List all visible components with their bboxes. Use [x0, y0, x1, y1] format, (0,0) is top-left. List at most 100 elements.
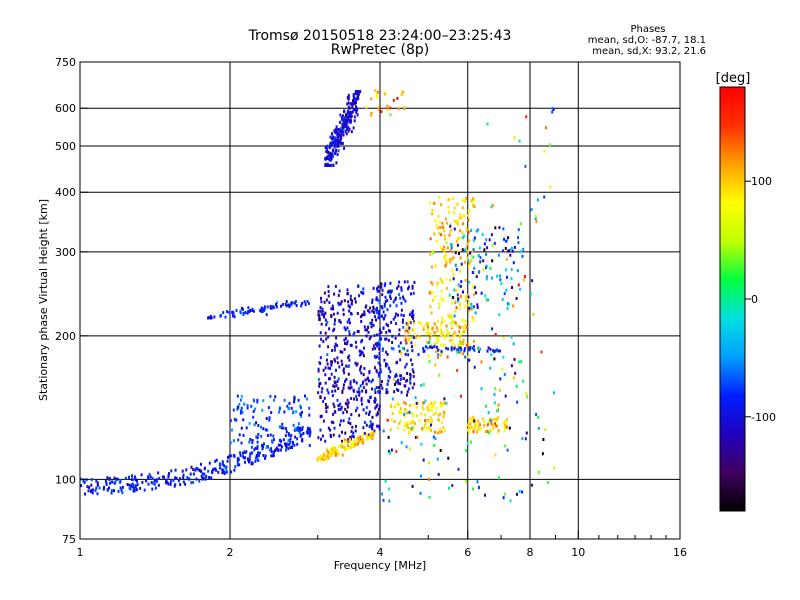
scatter-point [511, 249, 514, 253]
scatter-point [321, 454, 324, 458]
scatter-point [434, 264, 437, 268]
scatter-point [356, 442, 359, 446]
scatter-point [460, 262, 463, 266]
scatter-point [329, 135, 332, 139]
scatter-point [443, 249, 446, 253]
scatter-point [467, 295, 470, 299]
scatter-point [438, 196, 441, 200]
scatter-point [422, 401, 425, 405]
scatter-point [279, 438, 282, 442]
scatter-point [426, 325, 429, 329]
scatter-point [336, 379, 339, 383]
scatter-point [374, 398, 377, 402]
scatter-point [256, 436, 259, 440]
scatter-point [482, 259, 485, 263]
y-tick-label: 750 [55, 56, 76, 69]
scatter-point [106, 476, 109, 480]
scatter-point [433, 201, 436, 205]
scatter-point [327, 290, 330, 293]
scatter-point [413, 280, 416, 284]
scatter-point [381, 349, 384, 352]
scatter-point [429, 237, 432, 241]
scatter-point [439, 412, 442, 416]
scatter-point [324, 157, 327, 161]
scatter-point [384, 479, 387, 483]
scatter-point [261, 444, 263, 448]
scatter-point [385, 391, 388, 395]
scatter-point [471, 346, 474, 350]
scatter-point [335, 161, 338, 165]
scatter-point [454, 321, 457, 325]
scatter-point [549, 143, 552, 147]
scatter-point [383, 284, 386, 288]
scatter-point [299, 434, 302, 438]
scatter-point [334, 131, 337, 135]
scatter-point [207, 469, 210, 473]
scatter-point [386, 299, 389, 302]
scatter-point [403, 412, 406, 416]
scatter-point [351, 441, 354, 445]
scatter-point [339, 402, 342, 406]
scatter-point [376, 287, 378, 291]
scatter-point [259, 309, 262, 312]
scatter-point [485, 404, 487, 408]
scatter-point [512, 342, 515, 346]
colorbar-tick-label: 0 [751, 293, 758, 306]
scatter-point [402, 295, 404, 299]
scatter-point [464, 347, 466, 351]
scatter-point [436, 431, 439, 435]
scatter-point [411, 349, 414, 353]
scatter-point [405, 445, 408, 449]
scatter-point [415, 405, 418, 409]
scatter-point [255, 456, 258, 460]
scatter-point [407, 353, 410, 357]
scatter-point [416, 414, 419, 418]
scatter-point [396, 360, 399, 364]
scatter-point [382, 429, 385, 433]
scatter-point [295, 304, 298, 307]
scatter-point [486, 122, 489, 126]
scatter-point [490, 353, 493, 357]
scatter-point [464, 278, 467, 282]
scatter-point [503, 428, 506, 432]
scatter-point [292, 423, 295, 427]
scatter-point [459, 346, 462, 350]
scatter-point [384, 337, 387, 341]
scatter-point [396, 401, 399, 405]
scatter-point [469, 251, 471, 255]
scatter-point [455, 306, 458, 310]
scatter-point [356, 329, 359, 333]
scatter-point [395, 380, 398, 384]
scatter-point [347, 96, 350, 100]
scatter-point [459, 213, 462, 217]
scatter-point [278, 410, 280, 414]
scatter-point [483, 424, 485, 427]
scatter-point [349, 294, 352, 298]
scatter-point [407, 285, 410, 289]
scatter-point [394, 315, 397, 319]
scatter-point [329, 377, 331, 381]
scatter-point [231, 310, 234, 314]
scatter-point [442, 426, 445, 430]
scatter-point [341, 453, 344, 457]
scatter-point [463, 234, 466, 238]
scatter-point [330, 453, 333, 457]
scatter-point [346, 398, 349, 402]
scatter-point [386, 352, 389, 356]
scatter-point [473, 293, 475, 297]
scatter-point [388, 289, 390, 293]
scatter-point [227, 456, 229, 459]
scatter-point [182, 480, 185, 484]
scatter-point [365, 406, 368, 409]
scatter-point [543, 149, 546, 153]
scatter-point [368, 310, 371, 314]
scatter-point [521, 437, 524, 441]
scatter-point [319, 414, 322, 418]
scatter-point [361, 313, 363, 317]
scatter-point [328, 157, 331, 161]
scatter-point [540, 350, 543, 354]
scatter-point [398, 333, 401, 337]
scatter-point [387, 379, 390, 383]
scatter-point [360, 350, 363, 354]
